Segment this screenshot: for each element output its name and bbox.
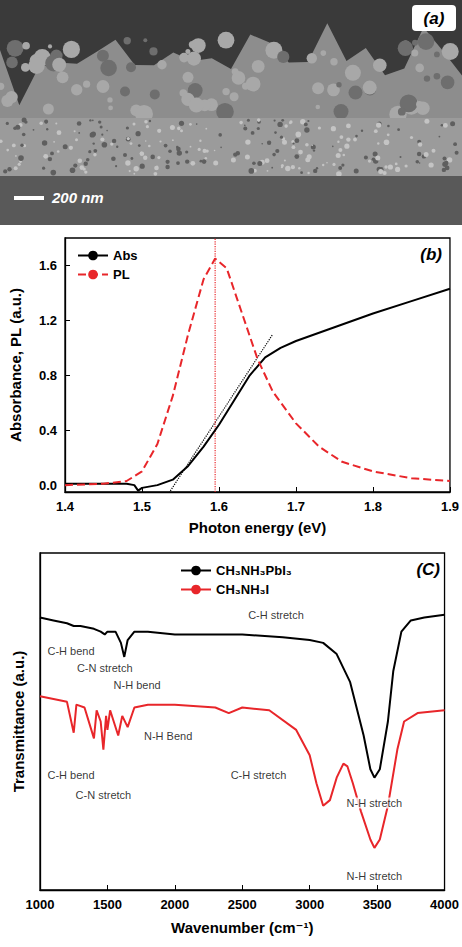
svg-text:3500: 3500 <box>363 897 392 912</box>
svg-text:(b): (b) <box>420 245 442 264</box>
svg-text:2500: 2500 <box>228 897 257 912</box>
svg-text:1.5: 1.5 <box>133 499 151 514</box>
svg-text:0.8: 0.8 <box>39 368 57 383</box>
svg-text:C-H stretch: C-H stretch <box>248 609 304 621</box>
svg-text:Abs: Abs <box>113 248 138 263</box>
svg-text:C-N stretch: C-N stretch <box>77 662 133 674</box>
svg-text:C-H stretch: C-H stretch <box>231 769 287 781</box>
svg-text:200 nm: 200 nm <box>51 189 104 206</box>
svg-text:(a): (a) <box>424 9 445 28</box>
svg-text:Absorbance, PL (a.u.): Absorbance, PL (a.u.) <box>7 288 24 442</box>
svg-text:0.0: 0.0 <box>39 478 57 493</box>
svg-text:N-H stretch: N-H stretch <box>347 797 403 809</box>
svg-text:CH₃NH₃PbI₃: CH₃NH₃PbI₃ <box>216 563 292 578</box>
svg-text:Wavenumber (cm⁻¹): Wavenumber (cm⁻¹) <box>171 919 313 936</box>
svg-text:1.6: 1.6 <box>39 258 57 273</box>
svg-text:(C): (C) <box>416 560 440 579</box>
svg-text:2000: 2000 <box>160 897 189 912</box>
svg-text:N-H Bend: N-H Bend <box>144 730 192 742</box>
svg-text:N-H stretch: N-H stretch <box>347 870 403 882</box>
svg-text:0.4: 0.4 <box>39 423 58 438</box>
svg-text:Transmittance (a.u.): Transmittance (a.u.) <box>10 651 27 793</box>
svg-text:PL: PL <box>113 267 130 282</box>
svg-text:1.8: 1.8 <box>364 499 382 514</box>
svg-text:C-H bend: C-H bend <box>47 769 94 781</box>
svg-text:C-H bend: C-H bend <box>47 645 94 657</box>
svg-text:1.4: 1.4 <box>56 499 75 514</box>
svg-text:Photon energy (eV): Photon energy (eV) <box>189 519 327 536</box>
svg-text:C-N stretch: C-N stretch <box>76 789 132 801</box>
svg-text:1.2: 1.2 <box>39 313 57 328</box>
svg-text:1.6: 1.6 <box>210 499 228 514</box>
svg-text:N-H bend: N-H bend <box>114 679 161 691</box>
svg-text:1.9: 1.9 <box>441 499 459 514</box>
svg-text:3000: 3000 <box>295 897 324 912</box>
svg-text:1500: 1500 <box>93 897 122 912</box>
svg-text:4000: 4000 <box>430 897 459 912</box>
svg-text:CH₃NH₃I: CH₃NH₃I <box>216 582 269 597</box>
svg-text:1.7: 1.7 <box>287 499 305 514</box>
svg-text:1000: 1000 <box>26 897 55 912</box>
